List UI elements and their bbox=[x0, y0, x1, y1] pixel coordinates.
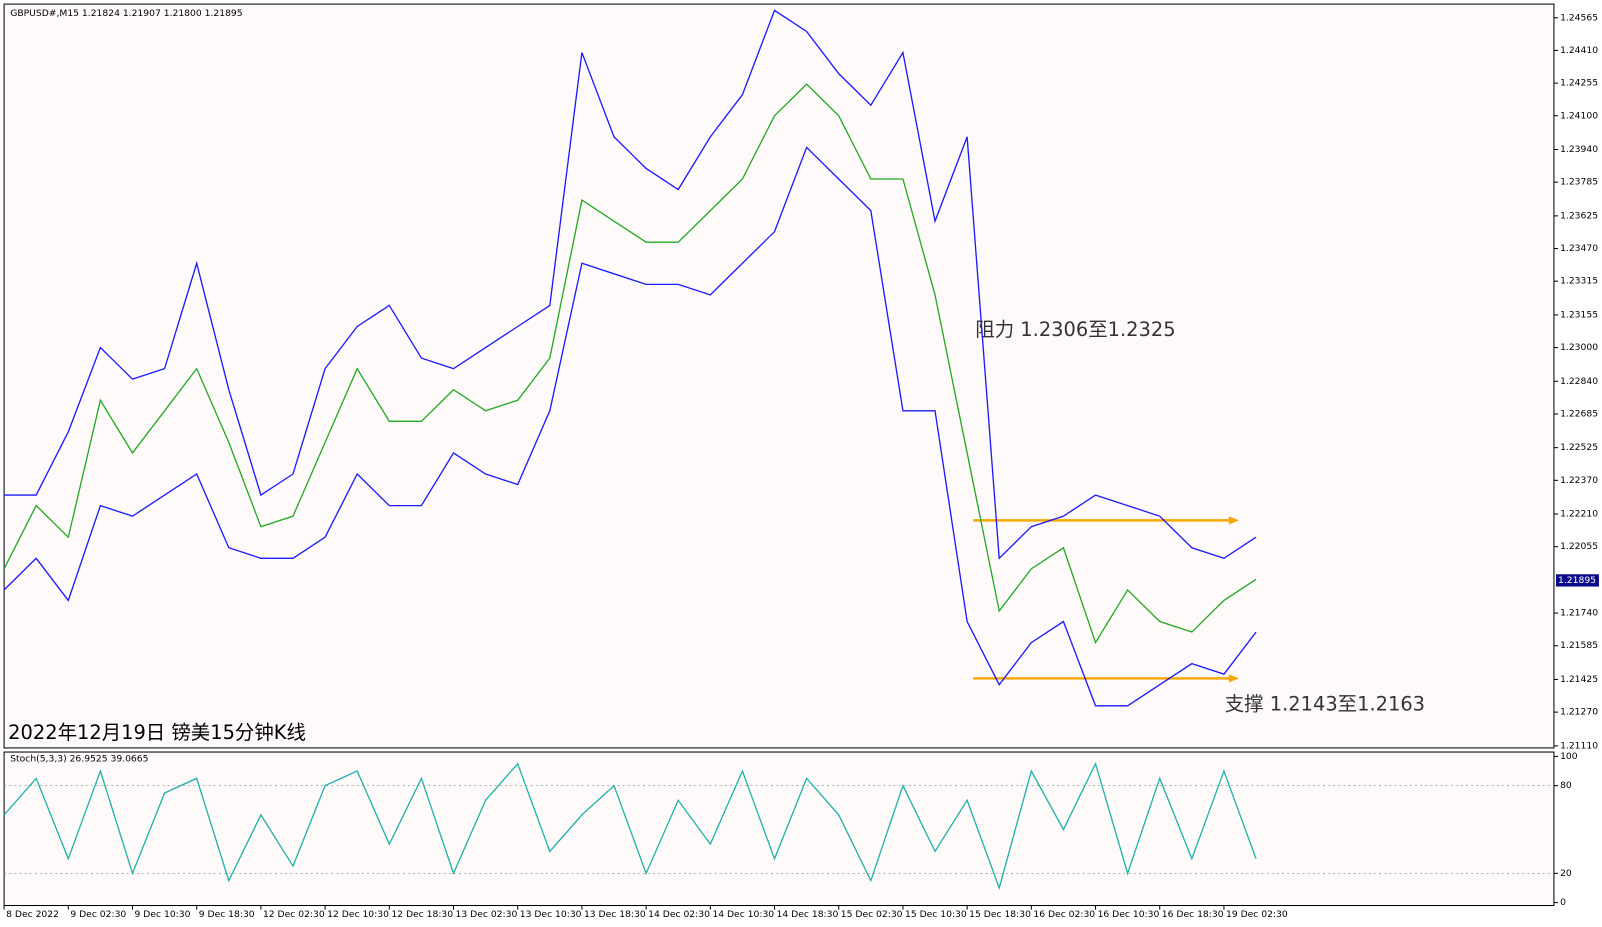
chart-title: 2022年12月19日 镑美15分钟K线 bbox=[8, 721, 306, 744]
y-tick-label: 1.23625 bbox=[1560, 210, 1598, 221]
x-tick-label: 19 Dec 02:30 bbox=[1226, 909, 1288, 920]
y-tick-label: 1.24410 bbox=[1560, 45, 1598, 56]
price-panel bbox=[3, 3, 1555, 749]
x-tick-label: 14 Dec 02:30 bbox=[648, 909, 710, 920]
price-header: GBPUSD#,M15 1.21824 1.21907 1.21800 1.21… bbox=[10, 8, 243, 19]
level-arrowhead bbox=[1228, 516, 1240, 525]
series-line bbox=[3, 761, 1257, 891]
y-tick-label: 0 bbox=[1560, 897, 1566, 908]
stoch-header: Stoch(5,3,3) 26.9525 39.0665 bbox=[10, 754, 148, 765]
x-tick-label: 15 Dec 10:30 bbox=[905, 909, 967, 920]
series-line bbox=[3, 83, 1257, 645]
x-tick-label: 13 Dec 18:30 bbox=[584, 909, 646, 920]
x-tick-label: 14 Dec 18:30 bbox=[777, 909, 839, 920]
support-label: 支撑 1.2143至1.2163 bbox=[1225, 692, 1425, 715]
stoch-panel bbox=[3, 751, 1555, 907]
x-tick-label: 16 Dec 18:30 bbox=[1162, 909, 1224, 920]
y-tick-label: 1.21425 bbox=[1560, 674, 1598, 685]
x-tick-label: 9 Dec 10:30 bbox=[135, 909, 191, 920]
x-tick-label: 13 Dec 10:30 bbox=[520, 909, 582, 920]
x-tick-label: 15 Dec 02:30 bbox=[841, 909, 903, 920]
current-price-box bbox=[1555, 574, 1599, 587]
x-tick-label: 16 Dec 02:30 bbox=[1033, 909, 1095, 920]
resistance-label: 阻力 1.2306至1.2325 bbox=[975, 318, 1175, 341]
y-tick-label: 20 bbox=[1560, 868, 1572, 879]
y-tick-label: 1.24565 bbox=[1560, 12, 1598, 23]
y-tick-label: 1.21110 bbox=[1560, 740, 1598, 751]
y-tick-label: 1.21270 bbox=[1560, 707, 1598, 718]
y-tick-label: 1.24255 bbox=[1560, 78, 1598, 89]
y-tick-label: 1.22685 bbox=[1560, 408, 1598, 419]
y-tick-label: 1.22055 bbox=[1560, 541, 1598, 552]
y-tick-label: 1.22525 bbox=[1560, 442, 1598, 453]
y-tick-label: 1.23315 bbox=[1560, 276, 1598, 287]
y-tick-label: 1.21740 bbox=[1560, 608, 1598, 619]
x-tick-label: 12 Dec 18:30 bbox=[391, 909, 453, 920]
x-tick-label: 12 Dec 02:30 bbox=[263, 909, 325, 920]
x-tick-label: 16 Dec 10:30 bbox=[1098, 909, 1160, 920]
y-tick-label: 1.23155 bbox=[1560, 309, 1598, 320]
x-tick-label: 13 Dec 02:30 bbox=[456, 909, 518, 920]
current-price-label: 1.21895 bbox=[1558, 575, 1596, 586]
x-tick-label: 9 Dec 18:30 bbox=[199, 909, 255, 920]
y-tick-label: 1.23940 bbox=[1560, 144, 1598, 155]
y-tick-label: 1.23470 bbox=[1560, 243, 1598, 254]
y-tick-label: 1.22370 bbox=[1560, 475, 1598, 486]
y-tick-label: 1.22840 bbox=[1560, 376, 1598, 387]
y-tick-label: 1.22210 bbox=[1560, 509, 1598, 520]
x-tick-label: 12 Dec 10:30 bbox=[327, 909, 389, 920]
x-tick-label: 15 Dec 18:30 bbox=[969, 909, 1031, 920]
x-tick-label: 9 Dec 02:30 bbox=[70, 909, 126, 920]
series-line bbox=[4, 9, 1257, 560]
y-tick-label: 1.23000 bbox=[1560, 342, 1598, 353]
y-tick-label: 100 bbox=[1560, 751, 1578, 762]
y-tick-label: 1.23785 bbox=[1560, 177, 1598, 188]
x-tick-label: 14 Dec 10:30 bbox=[712, 909, 774, 920]
y-tick-label: 80 bbox=[1560, 780, 1572, 791]
series-line bbox=[3, 146, 1257, 707]
y-tick-label: 1.24100 bbox=[1560, 110, 1598, 121]
level-arrowhead bbox=[1228, 674, 1240, 683]
x-tick-label: 8 Dec 2022 bbox=[6, 909, 59, 920]
y-tick-label: 1.21585 bbox=[1560, 640, 1598, 651]
